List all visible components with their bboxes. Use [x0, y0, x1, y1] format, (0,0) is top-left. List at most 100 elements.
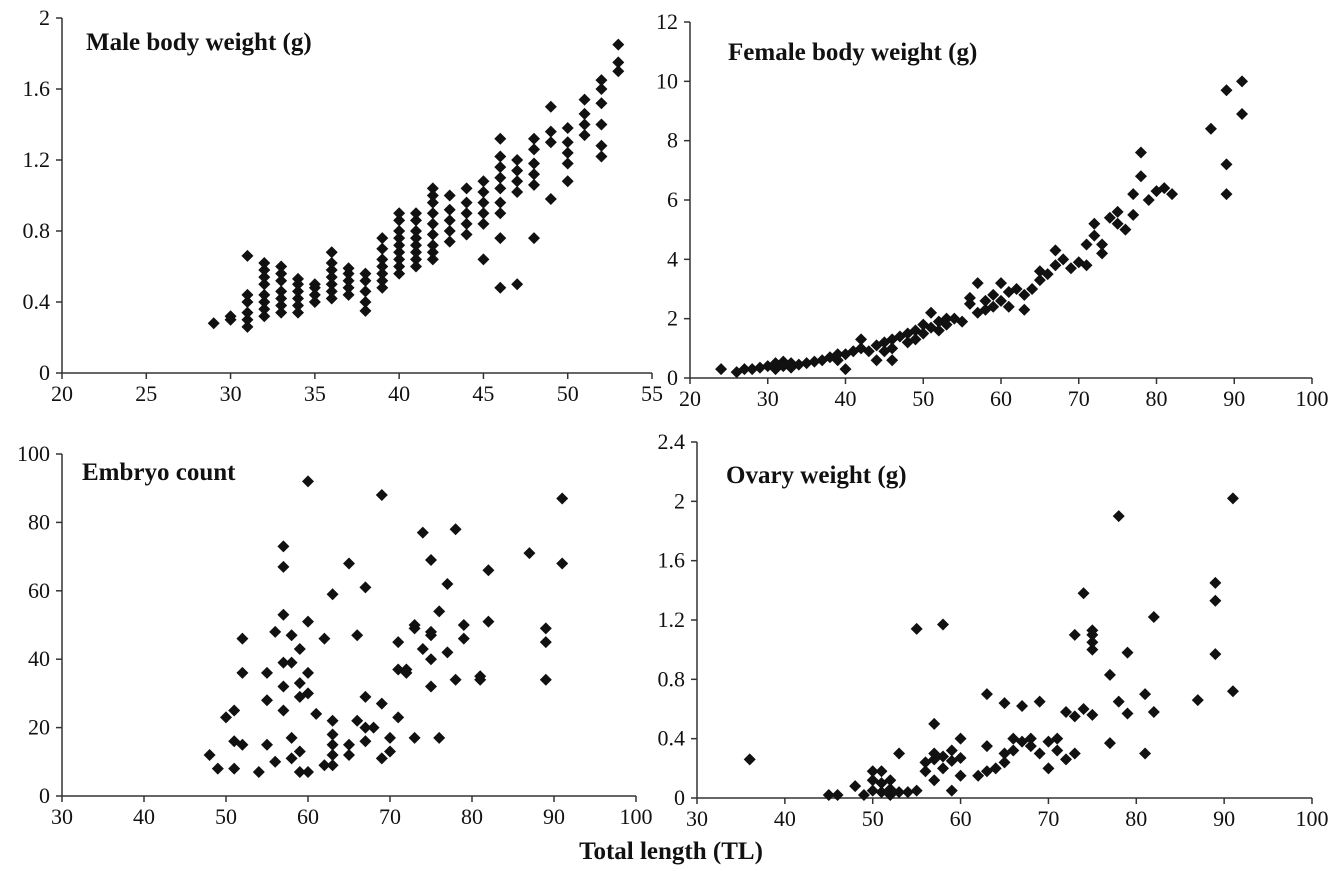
- female-point: [886, 342, 899, 355]
- male-point: [561, 157, 574, 170]
- female-point: [1057, 253, 1070, 266]
- female-point: [1127, 208, 1140, 221]
- female-point: [1064, 262, 1077, 275]
- male-point: [258, 264, 271, 277]
- embryo-x-tick-label: 80: [461, 804, 483, 829]
- female-point: [808, 355, 821, 368]
- male-point: [241, 306, 254, 319]
- ovary-point: [1226, 492, 1239, 505]
- ovary-point: [1112, 510, 1125, 523]
- female-point: [1158, 182, 1171, 195]
- ovary-y-tick-label: 2.4: [658, 429, 686, 454]
- ovary-x-tick-label: 40: [774, 806, 796, 831]
- male-point: [258, 288, 271, 301]
- ovary-point: [1209, 648, 1222, 661]
- male-point: [477, 253, 490, 266]
- embryo-y-tick-label: 40: [28, 646, 50, 671]
- male-point: [477, 217, 490, 230]
- ovary-point: [1086, 624, 1099, 637]
- female-point: [1080, 238, 1093, 251]
- embryo-point: [236, 738, 249, 751]
- ovary-point: [972, 769, 985, 782]
- ovary-title: Ovary weight (g): [726, 462, 907, 489]
- male-point: [393, 253, 406, 266]
- female-point: [1236, 75, 1249, 88]
- embryo-point: [261, 666, 273, 679]
- female-y-tick-label: 2: [667, 306, 678, 331]
- female-point: [1041, 268, 1054, 281]
- male-point: [275, 274, 288, 287]
- male-point: [494, 281, 507, 294]
- male-point: [494, 150, 507, 163]
- male-point: [275, 260, 288, 273]
- female-y-tick-label: 10: [656, 68, 678, 93]
- ovary-point: [1112, 695, 1125, 708]
- embryo-point: [293, 677, 306, 690]
- male-point: [477, 207, 490, 220]
- male-point: [275, 306, 288, 319]
- male-point: [426, 196, 439, 209]
- embryo-point: [302, 475, 314, 488]
- ovary-point: [857, 789, 870, 802]
- male-point: [511, 278, 524, 291]
- female-point: [995, 277, 1007, 290]
- female-x-tick-label: 80: [1146, 386, 1168, 411]
- embryo-point: [326, 728, 339, 741]
- female-point: [940, 318, 953, 331]
- male-point: [292, 299, 304, 312]
- ovary-point: [1226, 685, 1239, 698]
- embryo-point: [457, 619, 470, 631]
- female-y-tick-label: 4: [667, 246, 678, 271]
- male-y-tick-label: 0: [39, 360, 50, 385]
- male-point: [258, 296, 271, 308]
- male-point: [426, 253, 439, 266]
- female-point: [753, 361, 766, 374]
- ovary-point: [1147, 611, 1160, 624]
- male-point: [241, 296, 254, 308]
- female-point: [746, 363, 759, 376]
- embryo-point: [449, 523, 462, 536]
- male-y-tick-label: 2: [39, 5, 50, 30]
- embryo-point: [236, 666, 249, 679]
- male-point: [207, 317, 220, 330]
- male-point: [443, 214, 456, 227]
- male-point: [511, 185, 524, 198]
- ovary-point: [954, 751, 967, 764]
- male-point: [612, 56, 625, 69]
- female-x-tick-label: 40: [835, 386, 857, 411]
- embryo-x-tick-label: 60: [297, 804, 319, 829]
- male-point: [578, 129, 591, 142]
- male-point: [393, 225, 406, 237]
- female-point: [1096, 247, 1109, 260]
- embryo-y-tick-label: 80: [28, 509, 50, 534]
- x-axis-title: Total length (TL): [579, 838, 763, 865]
- embryo-point: [326, 759, 339, 772]
- male-point: [460, 182, 473, 195]
- ovary-point: [1139, 747, 1152, 760]
- male-point: [376, 260, 389, 273]
- female-point: [1111, 205, 1124, 218]
- male-point: [325, 278, 338, 291]
- female-point: [917, 327, 930, 340]
- female-point: [1096, 238, 1109, 251]
- male-point: [595, 74, 608, 87]
- female-point: [839, 363, 852, 376]
- female-point: [855, 333, 868, 346]
- embryo-x-tick-label: 30: [51, 804, 73, 829]
- female-y-tick-label: 12: [656, 9, 678, 34]
- male-point: [292, 292, 304, 305]
- ovary-point: [1147, 705, 1160, 718]
- female-point: [1049, 259, 1062, 272]
- ovary-point: [1068, 710, 1081, 723]
- ovary-point: [945, 784, 958, 797]
- female-point: [1049, 244, 1062, 257]
- female-point: [870, 354, 883, 367]
- ovary-x-tick-label: 60: [950, 806, 972, 831]
- embryo-point: [277, 560, 290, 573]
- male-point: [258, 278, 271, 291]
- male-point: [325, 246, 338, 259]
- ovary-point: [928, 717, 941, 730]
- embryo-point: [556, 492, 569, 505]
- female-point: [886, 354, 899, 367]
